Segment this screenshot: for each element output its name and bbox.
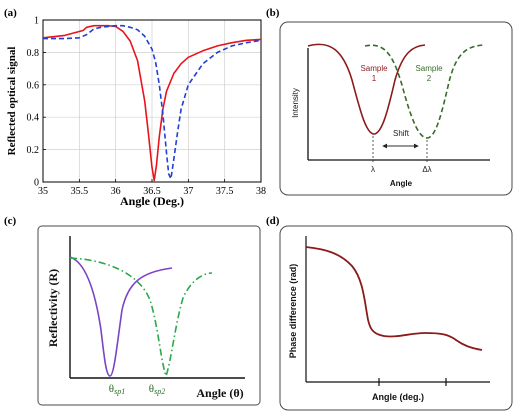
- panel-b-sample2-label-line1: Sample: [415, 64, 443, 73]
- panel-d-curve: [305, 246, 483, 351]
- panel-b-sample1-curve: [307, 43, 426, 135]
- panel-a: (a) 35 35.5 36 36.5 37 37.5 38 00.20.40.60.81 …: [4, 7, 266, 208]
- panel-c-frame: [37, 225, 261, 406]
- panel-a-series-dashed: [43, 24, 262, 180]
- panel-a-xtick-label: 35: [38, 186, 48, 197]
- panel-b-sample1-label-line2: 1: [372, 74, 377, 83]
- panel-a-ytick-label: 0.4: [27, 113, 40, 124]
- panel-d-frame: [279, 225, 513, 411]
- panel-c-xlabel: Angle (θ): [196, 386, 243, 400]
- panel-b-lambda1-label: λ: [371, 165, 375, 174]
- panel-b-lambda2-label: Δλ: [422, 165, 431, 174]
- panel-b-xlabel: Angle: [390, 179, 413, 188]
- panel-b-ylabel: Intensity: [291, 88, 300, 118]
- panel-b-sample2-curve: [364, 44, 485, 139]
- panel-d: (d) Angle (deg.) Phase difference (rad): [266, 215, 513, 411]
- panel-c-curve-2: [69, 257, 213, 379]
- panel-a-xtick-label: 38: [256, 186, 266, 197]
- panel-a-yticks: 0 0.2 0.4 0.6 0.8 1: [27, 16, 46, 189]
- panel-b-sample1-label-line1: Sample: [360, 64, 388, 73]
- panel-c-label: (c): [4, 215, 17, 227]
- panel-a-ytick-label: 0: [34, 178, 39, 189]
- panel-c-ylabel: Reflectivity (R): [46, 269, 60, 347]
- panel-a-xtick-label: 37.5: [216, 186, 234, 197]
- panel-d-ylabel: Phase difference (rad): [288, 264, 298, 359]
- panel-d-xlabel: Angle (deg.): [372, 392, 424, 402]
- panel-a-xlabel: Angle (Deg.): [120, 194, 184, 208]
- panel-b-label: (b): [266, 7, 280, 19]
- panel-a-ytick-label: 0.8: [27, 48, 40, 59]
- panel-b-frame: [279, 21, 513, 196]
- panel-c: (c) θsp1 θsp2 Angle (θ) Reflectivity (R): [4, 215, 261, 406]
- panel-a-ytick-label: 0.2: [27, 145, 40, 156]
- panel-a-ytick-label: 0.6: [27, 80, 40, 91]
- panel-a-series-solid: [42, 24, 262, 182]
- panel-b: (b) Shift λ Δλ Sample Sample Angle Inten…: [266, 7, 513, 196]
- panel-a-xtick-label: 36: [111, 186, 121, 197]
- panel-b-sample2-label-line2: 2: [427, 74, 432, 83]
- panel-d-label: (d): [266, 215, 280, 227]
- panel-c-marker-2: θsp2: [149, 383, 165, 396]
- panel-a-label: (a): [4, 7, 17, 19]
- panel-a-ytick-label: 1: [34, 16, 39, 27]
- panel-a-ylabel: Reflected optical signal: [6, 47, 18, 156]
- panel-a-series: [42, 24, 262, 182]
- panel-a-xtick-label: 37: [183, 186, 193, 197]
- panel-a-xtick-label: 35.5: [71, 186, 89, 197]
- panel-c-curve-1: [69, 256, 173, 377]
- panel-a-xticks: 35 35.5 36 36.5 37 37.5 38: [38, 179, 266, 197]
- panel-b-shift-label: Shift: [393, 129, 410, 138]
- panel-c-marker-1: θsp1: [109, 383, 125, 396]
- panel-a-xtick-label: 36.5: [143, 186, 161, 197]
